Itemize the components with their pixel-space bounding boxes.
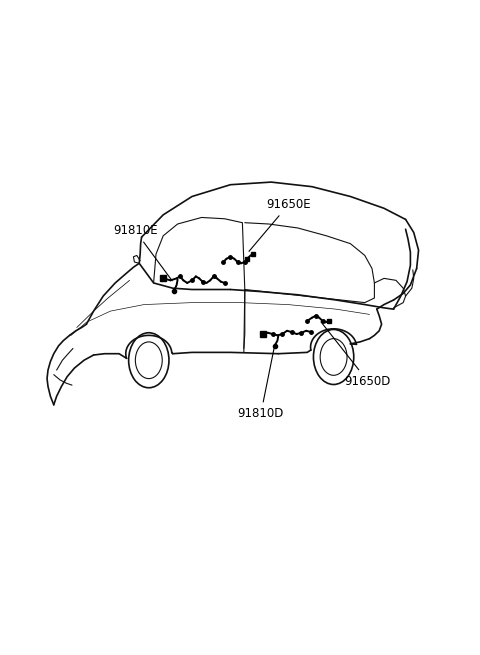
Text: 91810E: 91810E <box>113 224 172 281</box>
Text: 91650E: 91650E <box>249 198 311 252</box>
Text: 91650D: 91650D <box>321 322 391 388</box>
Text: 91810D: 91810D <box>238 348 284 421</box>
